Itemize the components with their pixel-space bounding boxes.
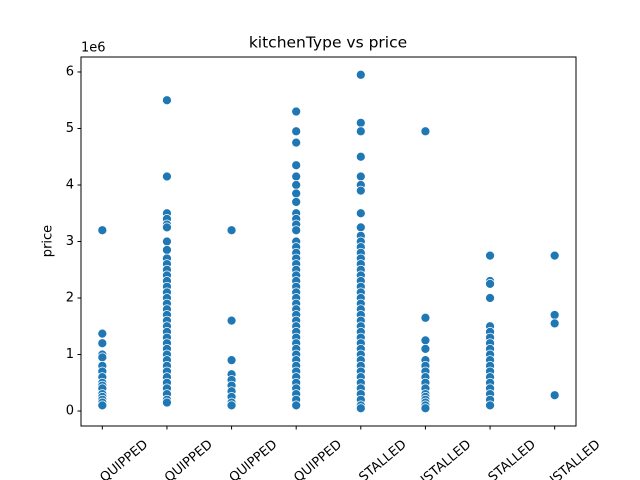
y-tick-label: 3 bbox=[66, 234, 74, 249]
point bbox=[355, 151, 366, 162]
point bbox=[162, 222, 172, 233]
point bbox=[291, 106, 302, 117]
point bbox=[355, 69, 366, 80]
point bbox=[355, 403, 366, 414]
point bbox=[291, 160, 302, 171]
point bbox=[226, 355, 237, 366]
point bbox=[420, 343, 431, 354]
point bbox=[355, 185, 366, 196]
point bbox=[420, 335, 431, 346]
point bbox=[162, 236, 172, 247]
point bbox=[291, 180, 302, 190]
point bbox=[355, 171, 366, 182]
point bbox=[485, 250, 495, 261]
point bbox=[291, 188, 302, 199]
point bbox=[226, 315, 237, 326]
point bbox=[162, 171, 172, 182]
y-offset-text: 1e6 bbox=[81, 41, 106, 56]
y-tick-label: 6 bbox=[66, 64, 74, 79]
point bbox=[162, 397, 172, 408]
chart-title: kitchenType vs price bbox=[249, 34, 407, 52]
y-tick-label: 0 bbox=[66, 404, 74, 419]
point bbox=[291, 400, 302, 411]
point bbox=[162, 95, 172, 106]
point bbox=[355, 208, 366, 219]
point bbox=[355, 117, 366, 128]
point bbox=[97, 225, 108, 236]
point bbox=[420, 403, 431, 414]
y-tick-label: 1 bbox=[66, 347, 74, 362]
point bbox=[97, 400, 108, 411]
point bbox=[162, 245, 172, 255]
y-axis-label: price bbox=[41, 225, 56, 257]
point bbox=[291, 171, 302, 182]
point bbox=[549, 310, 560, 320]
point bbox=[291, 197, 302, 207]
plot-frame bbox=[80, 56, 577, 427]
y-tick-label: 5 bbox=[66, 121, 74, 136]
point bbox=[549, 250, 560, 261]
point bbox=[97, 338, 108, 349]
point bbox=[355, 222, 366, 233]
y-tick-label: 2 bbox=[66, 291, 74, 306]
point bbox=[420, 312, 431, 323]
point bbox=[97, 328, 108, 339]
point bbox=[291, 225, 302, 236]
point bbox=[549, 318, 560, 329]
y-tick-label: 4 bbox=[66, 177, 74, 192]
point bbox=[97, 352, 108, 363]
point bbox=[226, 400, 237, 411]
point bbox=[226, 225, 237, 236]
point bbox=[355, 126, 366, 137]
point bbox=[420, 126, 431, 137]
point bbox=[291, 126, 302, 137]
point bbox=[549, 390, 560, 401]
point bbox=[485, 400, 495, 411]
point bbox=[485, 279, 495, 289]
point bbox=[291, 137, 302, 148]
point bbox=[485, 293, 495, 303]
